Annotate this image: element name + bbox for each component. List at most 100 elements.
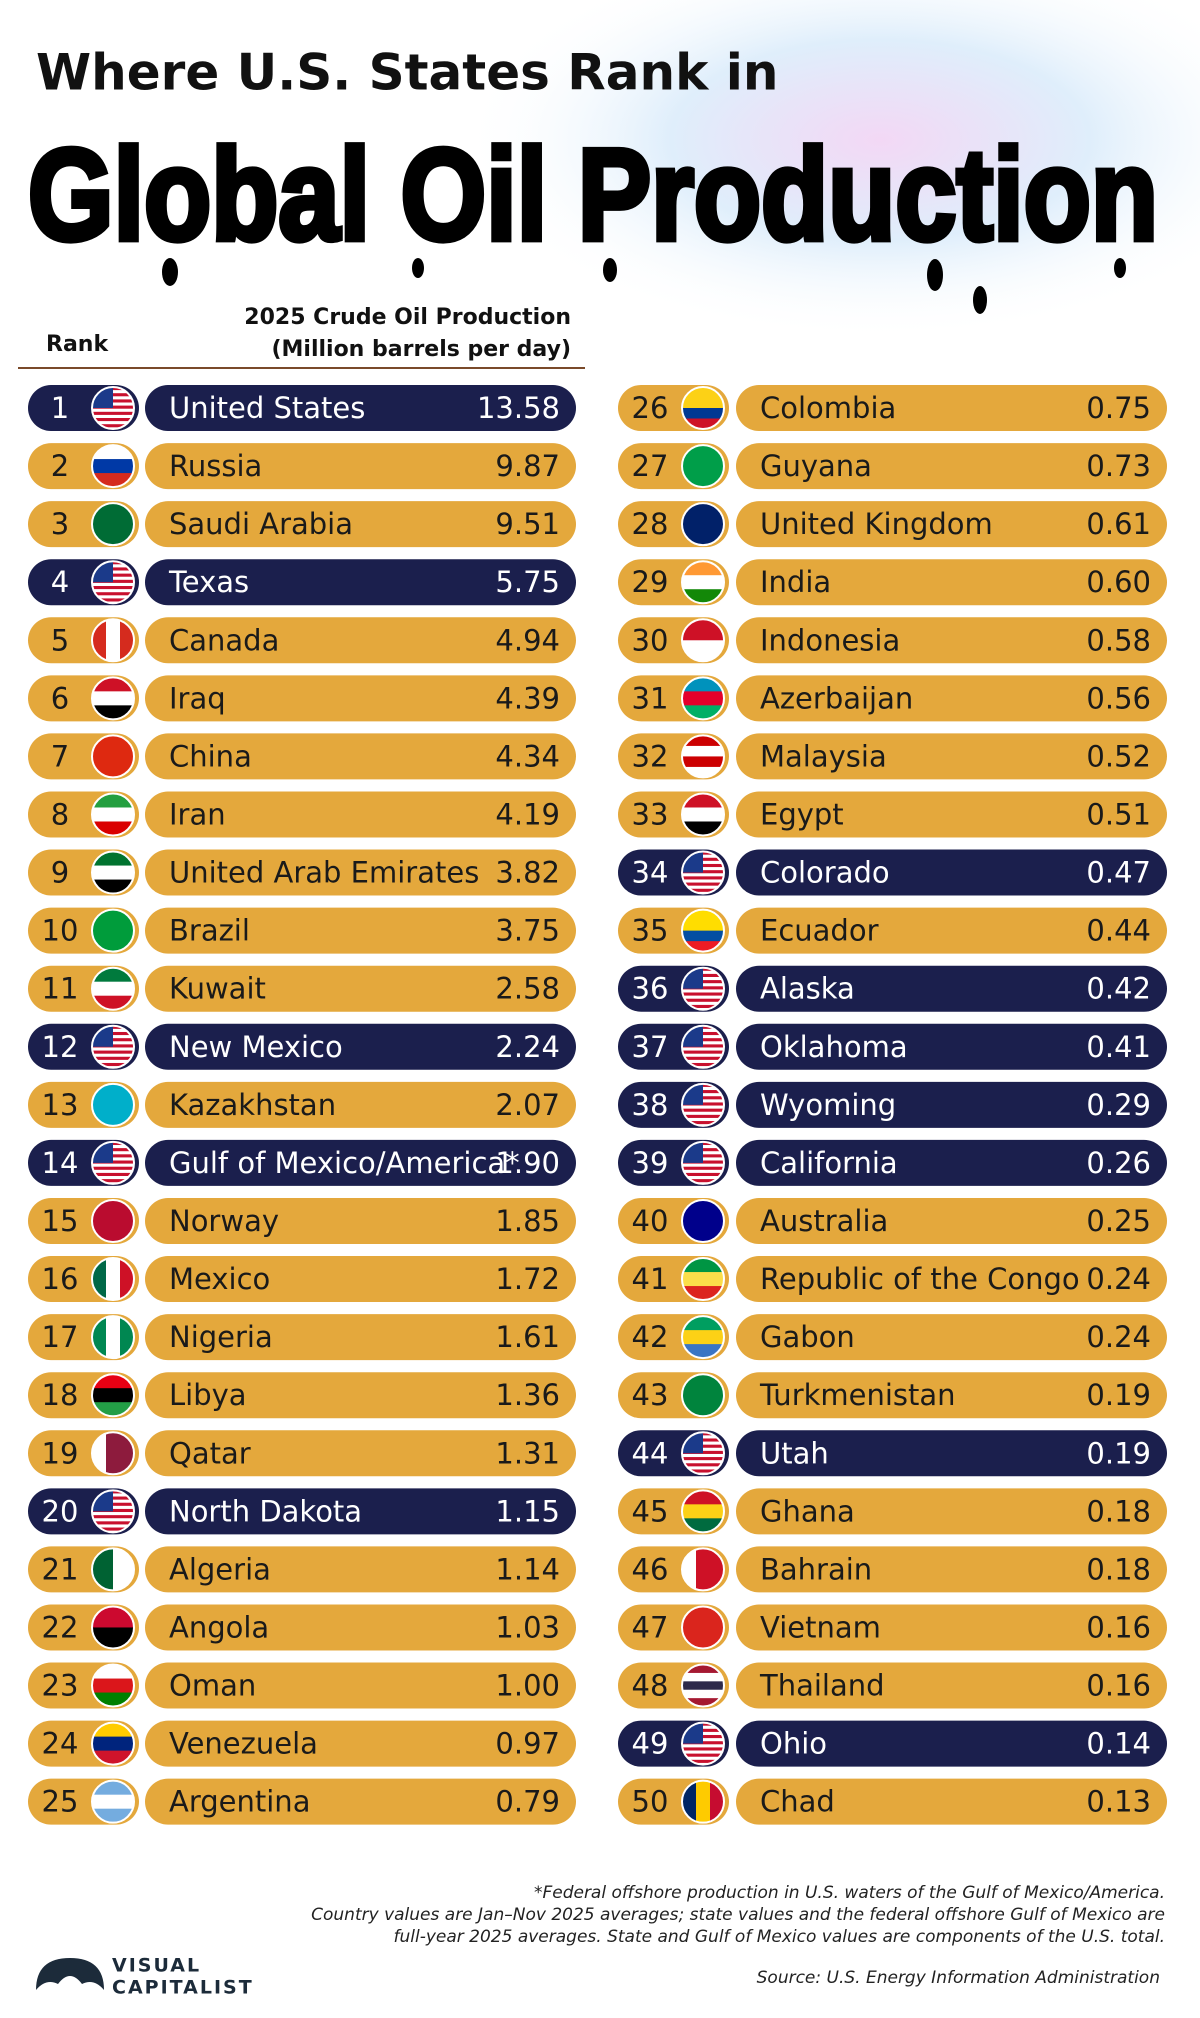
flag-part [682,1056,724,1060]
production-value: 9.51 [495,507,560,541]
flag [682,503,724,546]
country-name: Iraq [169,681,226,715]
flag [682,1606,724,1649]
flag-ring [91,676,135,721]
rank-header: Rank [46,332,109,357]
country-name: Canada [169,623,279,657]
name-pill [736,559,1167,606]
footnote: full-year 2025 averages. State and Gulf … [393,1927,1165,1947]
name-pill [736,1197,1167,1244]
country-name: Azerbaijan [760,681,913,715]
footnote: Country values are Jan–Nov 2025 averages… [311,1905,1165,1925]
flag-ring [91,1605,135,1650]
name-pill [145,501,576,548]
flag-part [682,1747,724,1751]
country-name: Turkmenistan [759,1378,956,1412]
name-pill [145,791,576,838]
flag-part [682,1689,724,1699]
flag-part [92,459,134,474]
country-name: Qatar [169,1436,251,1470]
rank: 21 [42,1552,79,1586]
rank: 32 [632,739,669,773]
flag [92,1548,134,1591]
flag-part [682,882,724,886]
flag-ring [91,386,135,430]
country-name: Thailand [759,1669,885,1703]
rank: 42 [632,1320,669,1354]
flag-ring [681,850,725,895]
production-value: 0.16 [1086,1669,1151,1703]
country-name: California [760,1146,898,1180]
country-name: Oman [169,1669,256,1703]
production-value: 0.19 [1086,1378,1151,1412]
name-pill [736,501,1167,548]
country-name: India [760,565,831,599]
country-name: Ecuador [760,914,879,948]
country-name: United States [169,391,365,425]
flag-part [696,1548,711,1591]
flag-part [682,1504,724,1519]
rank: 28 [632,507,669,541]
flag-part [92,909,134,952]
rank: 23 [42,1669,79,1703]
country-name: Norway [169,1204,279,1238]
rank: 49 [632,1727,669,1761]
country-name: Brazil [169,914,250,948]
country-name: United Kingdom [760,507,993,541]
name-pill [145,1604,576,1651]
flag-part [682,1698,724,1707]
flag [682,1141,724,1184]
rank: 19 [42,1436,79,1470]
flag-ring [91,734,135,779]
flag-part [682,575,724,590]
flag [682,619,724,662]
name-pill [145,1314,576,1361]
name-pill [145,443,576,490]
production-value: 1.31 [495,1436,560,1470]
flag-ring [91,444,135,489]
flag-part [92,1548,114,1591]
flag-ring [681,792,725,837]
flag-part [682,888,724,892]
flag-part [92,807,134,822]
flag-part [682,1114,724,1118]
production-value: 1.61 [495,1320,560,1354]
flag-ring [91,850,135,895]
flag-ring [91,1315,135,1360]
flag-part [682,876,724,880]
flag-part [92,1627,134,1649]
flag-ring [91,966,135,1011]
country-name: Colombia [760,391,896,425]
rank: 4 [51,565,69,599]
flag-ring [91,1547,135,1592]
rank: 27 [632,449,669,483]
flag-part [92,1056,134,1060]
name-pill [736,791,1167,838]
flag-ring [91,1024,135,1069]
production-value: 1.72 [495,1262,560,1296]
country-name: Angola [169,1610,269,1644]
flag-ring [91,1082,135,1127]
rank: 2 [51,449,69,483]
country-name: Argentina [169,1785,310,1819]
rank: 22 [42,1610,79,1644]
flag-ring [681,1663,725,1708]
flag-ring [681,734,725,779]
flag-part [682,1469,724,1473]
country-name: Guyana [760,449,872,483]
name-pill [145,1430,576,1477]
flag-part [92,1678,134,1694]
production-value: 4.94 [495,623,560,657]
name-pill [736,965,1167,1012]
flag-part [92,1521,134,1525]
country-name: Iran [169,797,226,831]
flag-part [92,586,134,590]
production-value: 4.19 [495,797,560,831]
flag-part [682,1681,724,1691]
rank: 34 [632,856,669,890]
name-pill [145,733,576,780]
country-name: North Dakota [169,1494,362,1528]
flag-part [92,1515,134,1519]
name-pill [736,675,1167,722]
name-pill [736,617,1167,664]
